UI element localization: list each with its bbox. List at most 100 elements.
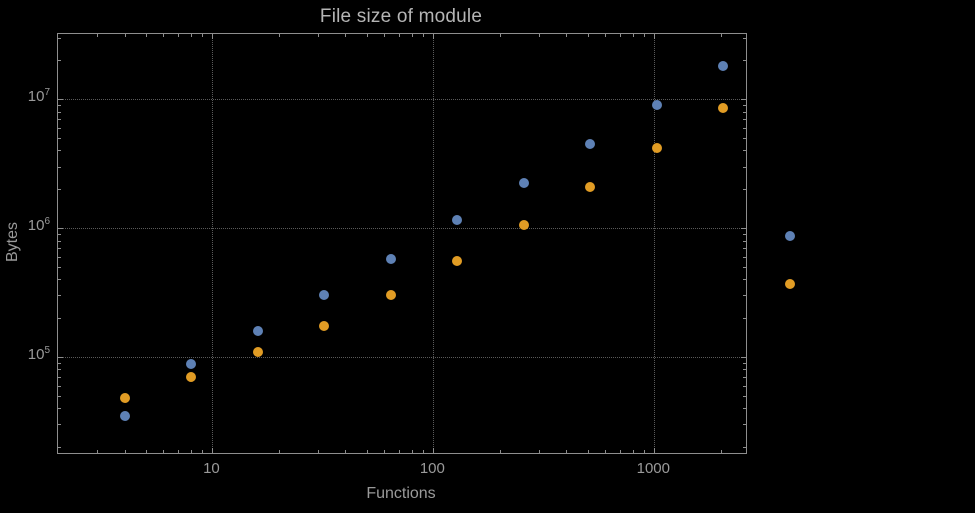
tick-mark (743, 362, 746, 364)
tick-mark (191, 450, 193, 453)
tick-mark (399, 34, 401, 37)
tick-mark (743, 127, 746, 129)
data-point-series-1-blue (186, 359, 197, 370)
tick-mark (278, 450, 280, 453)
tick-mark (743, 240, 746, 242)
tick-mark (384, 450, 386, 453)
tick-mark (58, 395, 61, 397)
x-tick-label: 10 (203, 460, 220, 477)
y-tick-exponent: 7 (44, 87, 50, 99)
data-point-series-2-orange (119, 393, 130, 404)
tick-mark (743, 233, 746, 235)
tick-mark (58, 256, 61, 258)
tick-mark (423, 34, 425, 37)
tick-mark (743, 279, 746, 281)
tick-mark (743, 37, 746, 39)
data-point-series-2-orange (651, 142, 662, 153)
tick-mark (654, 34, 656, 39)
data-point-series-1-blue (651, 100, 662, 111)
v-gridline (433, 34, 435, 453)
tick-mark (366, 450, 368, 453)
tick-mark (720, 34, 722, 37)
tick-mark (743, 166, 746, 168)
tick-mark (58, 189, 61, 191)
tick-mark (145, 450, 147, 453)
tick-mark (605, 450, 607, 453)
tick-mark (743, 137, 746, 139)
tick-mark (58, 99, 63, 101)
tick-mark (212, 34, 214, 39)
tick-mark (58, 376, 61, 378)
tick-mark (644, 450, 646, 453)
tick-mark (743, 424, 746, 426)
tick-mark (96, 450, 98, 453)
tick-mark (212, 448, 214, 453)
tick-mark (58, 447, 61, 449)
tick-mark (743, 248, 746, 250)
data-point-series-2-orange (319, 320, 330, 331)
tick-mark (345, 450, 347, 453)
tick-mark (632, 34, 634, 37)
v-gridline (654, 34, 656, 453)
tick-mark (58, 424, 61, 426)
data-point-series-1-blue (252, 325, 263, 336)
tick-mark (58, 137, 61, 139)
tick-mark (743, 318, 746, 320)
tick-mark (654, 448, 656, 453)
tick-mark (741, 99, 746, 101)
tick-mark (58, 37, 61, 39)
tick-mark (741, 356, 746, 358)
tick-mark (58, 166, 61, 168)
h-gridline (58, 228, 746, 230)
data-point-series-2-orange (718, 103, 729, 114)
tick-mark (743, 395, 746, 397)
tick-mark (743, 266, 746, 268)
v-gridline (212, 34, 214, 453)
tick-mark (620, 34, 622, 37)
data-point-series-1-blue (718, 61, 729, 72)
data-point-series-1-blue (452, 215, 463, 226)
tick-mark (384, 34, 386, 37)
tick-mark (58, 362, 61, 364)
data-point-series-1-blue (385, 253, 396, 264)
data-point-series-1-blue (585, 138, 596, 149)
tick-mark (538, 450, 540, 453)
x-tick-label: 100 (419, 460, 445, 477)
tick-mark (743, 369, 746, 371)
tick-mark (620, 450, 622, 453)
tick-mark (145, 34, 147, 37)
tick-mark (743, 385, 746, 387)
tick-mark (743, 376, 746, 378)
data-point-series-1-blue (119, 410, 130, 421)
tick-mark (58, 150, 61, 152)
chart-title: File size of module (319, 6, 483, 27)
tick-mark (566, 34, 568, 37)
data-point-series-2-orange (585, 181, 596, 192)
tick-mark (743, 105, 746, 107)
tick-mark (743, 295, 746, 297)
y-tick-label: 107 (27, 87, 50, 106)
plot-area (57, 33, 795, 454)
tick-mark (411, 34, 413, 37)
tick-mark (743, 119, 746, 121)
tick-mark (743, 189, 746, 191)
tick-mark (743, 60, 746, 62)
tick-mark (58, 119, 61, 121)
data-point-series-1-blue (784, 230, 795, 241)
tick-mark (644, 34, 646, 37)
data-point-series-2-orange (784, 278, 795, 289)
tick-mark (741, 228, 746, 230)
tick-mark (743, 447, 746, 449)
tick-mark (538, 34, 540, 37)
tick-mark (58, 248, 61, 250)
tick-mark (743, 256, 746, 258)
tick-mark (566, 450, 568, 453)
tick-mark (411, 450, 413, 453)
tick-mark (58, 127, 61, 129)
tick-mark (399, 450, 401, 453)
y-tick-exponent: 5 (44, 344, 50, 356)
tick-mark (58, 408, 61, 410)
tick-mark (720, 450, 722, 453)
tick-mark (58, 60, 61, 62)
y-tick-label: 105 (27, 344, 50, 363)
